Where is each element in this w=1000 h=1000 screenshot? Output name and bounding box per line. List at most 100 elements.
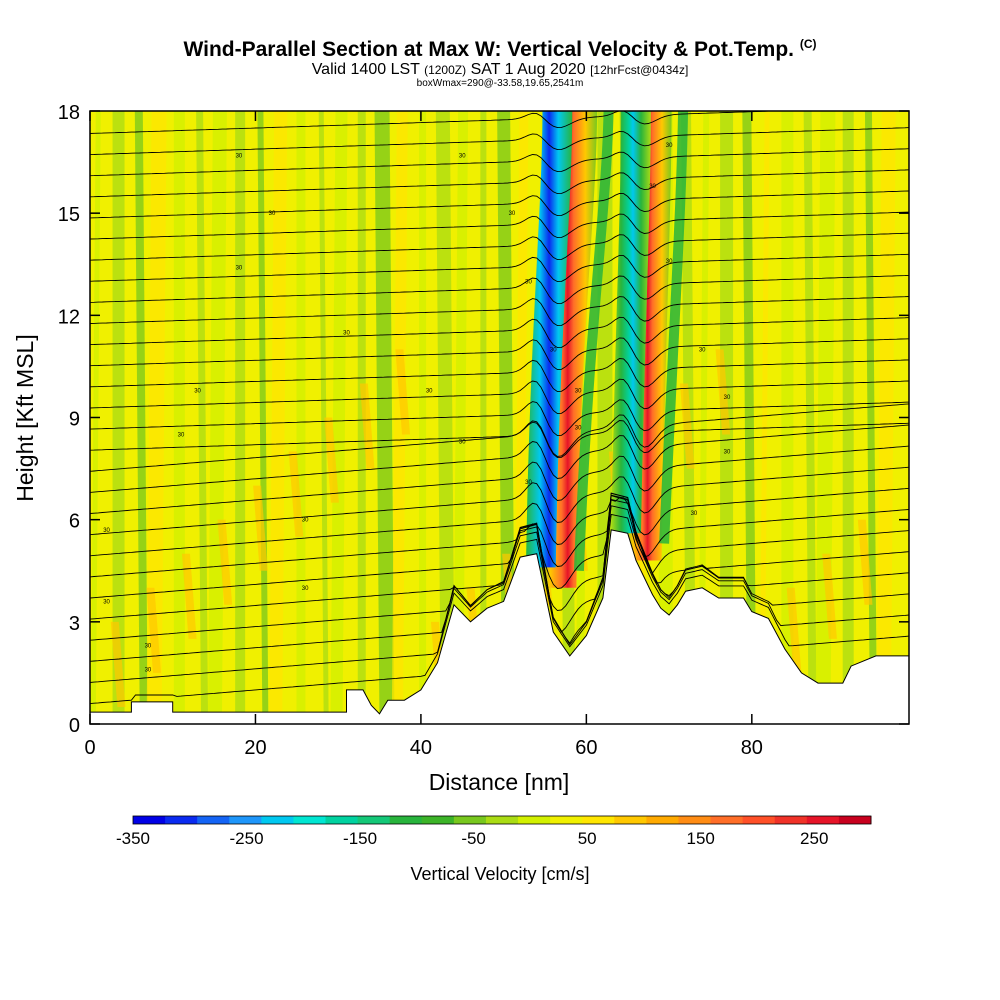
velocity-streak xyxy=(786,587,802,673)
colorbar-swatch xyxy=(774,816,808,824)
velocity-streak xyxy=(196,111,209,724)
isentrope-label: 30 xyxy=(145,668,152,674)
velocity-streak xyxy=(715,349,731,435)
isentrope-label: 30 xyxy=(343,330,350,336)
isentrope-label: 30 xyxy=(666,259,673,265)
isentrope-label: 30 xyxy=(699,347,706,353)
x-tick-label: 80 xyxy=(741,737,763,759)
velocity-streak xyxy=(395,349,411,435)
velocity-streak xyxy=(330,111,348,724)
velocity-streak xyxy=(742,111,757,724)
colorbar-swatch xyxy=(325,816,359,824)
isentrope-line xyxy=(90,378,909,415)
isentrope-label: 30 xyxy=(103,528,110,534)
isentrope-line xyxy=(90,505,909,683)
x-tick-label: 60 xyxy=(575,737,597,759)
isentrope-line xyxy=(90,399,909,437)
isentrope-label: 30 xyxy=(194,388,201,394)
isentrope-label: 30 xyxy=(550,347,557,353)
isentrope-line xyxy=(90,358,909,393)
velocity-streak xyxy=(864,111,877,724)
y-axis-label: Height [Kft MSL] xyxy=(12,334,38,501)
x-tick-label: 0 xyxy=(84,737,95,759)
isentrope-line xyxy=(90,513,909,705)
colorbar-label: 250 xyxy=(800,829,828,848)
velocity-streak xyxy=(781,111,794,724)
velocity-streak xyxy=(822,553,837,639)
isentrope-label: 30 xyxy=(236,266,243,272)
velocity-streak xyxy=(235,111,246,724)
velocity-streak xyxy=(759,111,770,724)
colorbar-swatch xyxy=(646,816,679,824)
velocity-streak xyxy=(857,519,873,605)
isentrope-label: 30 xyxy=(525,480,532,486)
velocity-streak xyxy=(217,519,233,605)
colorbar-label: 150 xyxy=(687,829,715,848)
isentrope-line xyxy=(90,420,909,459)
y-tick-label: 15 xyxy=(58,204,80,226)
isentrope-label: 30 xyxy=(103,599,110,605)
colorbar-swatch xyxy=(261,816,294,824)
velocity-streak xyxy=(324,417,339,503)
colorbar-swatch xyxy=(742,816,776,824)
isentrope-label: 30 xyxy=(666,143,673,149)
isentrope-label: 30 xyxy=(236,153,243,159)
velocity-streak xyxy=(357,111,366,724)
velocity-streak xyxy=(288,451,304,537)
velocity-streak xyxy=(480,111,487,724)
axes: 0 20 40 60 80 0 3 6 9 12 15 18 xyxy=(58,102,909,759)
isentrope-line xyxy=(90,494,909,641)
colorbar-frame xyxy=(132,815,872,825)
isentrope-label: 30 xyxy=(575,388,582,394)
updraft-2-flank xyxy=(659,111,689,544)
velocity-streak xyxy=(842,111,854,724)
updraft-1-flank xyxy=(573,111,614,571)
y-tick-label: 9 xyxy=(69,409,80,431)
colorbar-swatch xyxy=(485,816,519,824)
x-tick-label: 40 xyxy=(410,737,432,759)
chart-box-info: boxWmax=290@-33.58,19.65,2541m xyxy=(416,78,584,89)
isentrope-label: 30 xyxy=(269,211,276,217)
isentrope-line xyxy=(90,466,909,536)
isentrope-line xyxy=(90,127,909,156)
chart-valid-time: Valid 1400 LST (1200Z) SAT 1 Aug 2020 [1… xyxy=(311,61,689,78)
colorbar-label: -150 xyxy=(343,829,377,848)
isentrope-label: 30 xyxy=(724,395,731,401)
colorbar-swatch xyxy=(133,816,166,824)
isentrope-label: 30 xyxy=(145,644,152,650)
y-tick-label: 6 xyxy=(69,511,80,533)
colorbar-swatch xyxy=(421,816,455,824)
velocity-streak xyxy=(876,111,896,724)
velocity-streak xyxy=(253,485,268,571)
isentrope-line xyxy=(90,492,909,620)
colorbar-label: 50 xyxy=(578,829,597,848)
isentrope-line xyxy=(90,211,909,240)
velocity-streak xyxy=(181,553,197,639)
isentrope-line xyxy=(90,316,909,349)
velocity-streak xyxy=(374,111,395,724)
isentrope-label: 30 xyxy=(459,439,466,445)
isentrope-line xyxy=(90,148,909,177)
isentrope-label: 30 xyxy=(302,518,309,524)
velocity-streak xyxy=(453,111,469,724)
isentrope-line xyxy=(90,424,909,493)
velocity-streak xyxy=(698,111,710,724)
colorbar-swatch xyxy=(582,816,615,824)
isentrope-label: 30 xyxy=(178,433,185,439)
colorbar-swatch xyxy=(678,816,712,824)
colorbar-swatch xyxy=(165,816,198,824)
velocity-streak xyxy=(173,111,185,724)
isentrope-line xyxy=(90,487,909,557)
isentrope-line xyxy=(90,337,909,371)
velocity-streak xyxy=(110,621,126,707)
colorbar-swatch xyxy=(838,816,872,824)
velocity-streak xyxy=(269,111,288,724)
colorbar-label: -350 xyxy=(116,829,150,848)
isentrope-line xyxy=(90,253,909,283)
colorbar-swatch xyxy=(389,816,423,824)
colorbar-swatch xyxy=(197,816,230,824)
colorbar-label: -50 xyxy=(461,829,486,848)
y-tick-label: 3 xyxy=(69,613,80,635)
isentrope-line xyxy=(90,274,909,305)
